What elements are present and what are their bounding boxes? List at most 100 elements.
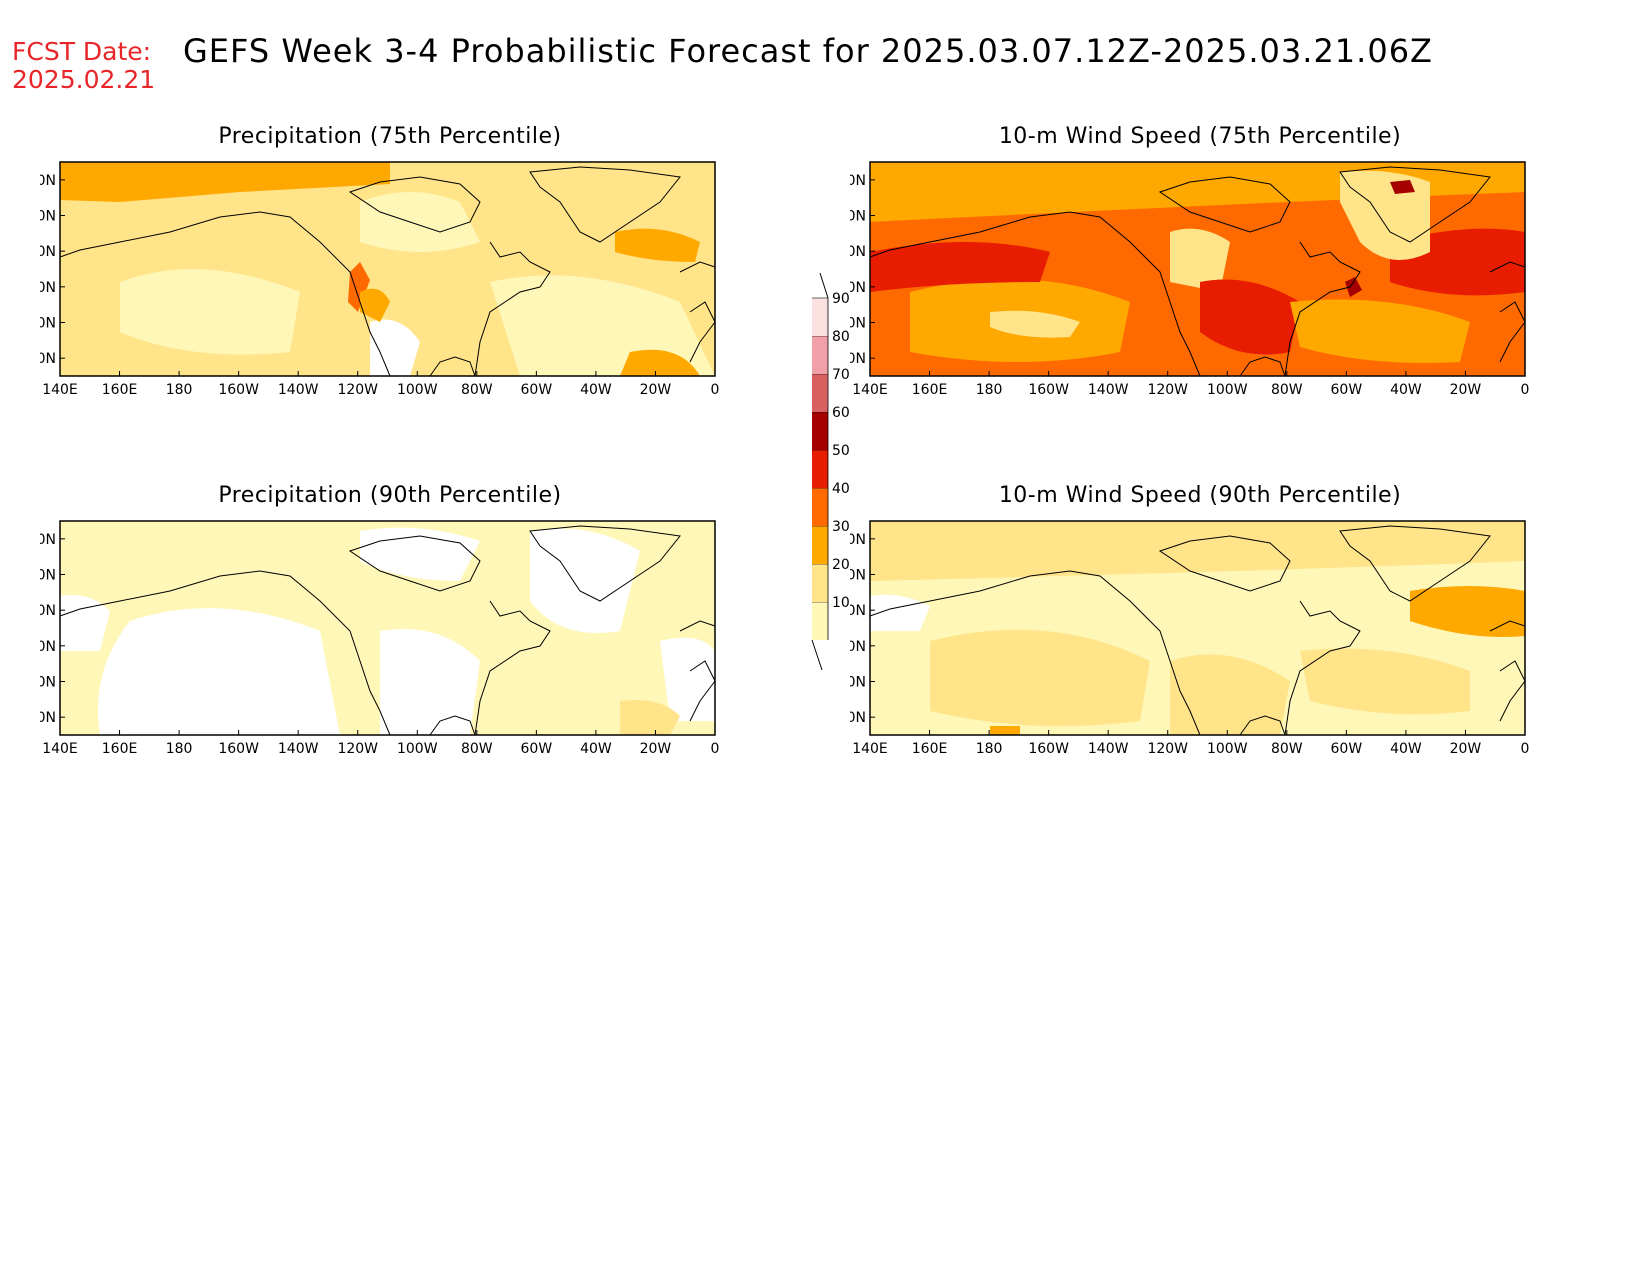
lon-tick-label: 80W <box>461 382 493 398</box>
lon-tick-label: 0 <box>1521 741 1530 757</box>
lat-tick-label: 40N <box>850 675 866 691</box>
lon-tick-label: 60W <box>1331 741 1363 757</box>
lon-tick-label: 160E <box>912 741 948 757</box>
coastline <box>869 570 1201 736</box>
lon-tick-label: 120W <box>1147 741 1188 757</box>
lat-tick-label: 80N <box>850 173 866 189</box>
forecast-date-label: FCST Date: <box>12 37 152 66</box>
panel-wind-75: 10-m Wind Speed (75th Percentile) 80N 70N… <box>850 124 1550 414</box>
colorbar-label: 90 <box>832 291 850 307</box>
contour-patch <box>1290 299 1470 363</box>
contour-patch <box>60 162 390 202</box>
lon-tick-label: 160W <box>218 741 259 757</box>
coastline <box>1239 715 1286 736</box>
colorbar-label: 60 <box>832 405 850 421</box>
coastline <box>59 570 391 736</box>
coastline <box>348 535 481 592</box>
coastline <box>869 211 1201 377</box>
lat-tick-label: 80N <box>40 532 56 548</box>
contour-patch <box>620 349 700 376</box>
lon-tick-label: 140W <box>1088 741 1129 757</box>
contour-patch <box>120 269 300 355</box>
forecast-date-block: FCST Date: 2025.02.21 <box>12 38 155 94</box>
contour-patch <box>1300 648 1470 715</box>
map-precip-90: 80N 70N 60N 50N 40N 30N 140E 160E 180 160W 140W 120… <box>40 520 720 757</box>
panel-title: 10-m Wind Speed (90th Percentile) <box>998 483 1402 508</box>
contour-patch <box>60 595 110 651</box>
lon-tick-label: 160W <box>218 382 259 398</box>
colorbar-label: 70 <box>832 367 850 383</box>
contour-patch <box>348 262 370 312</box>
lon-tick-label: 60W <box>1331 382 1363 398</box>
colorbar-swatch <box>812 450 828 488</box>
map-frame <box>869 520 1526 736</box>
lat-tick-label: 70N <box>40 209 56 225</box>
coastline <box>1158 176 1291 233</box>
contour-patch <box>1345 277 1362 297</box>
colorbar-label: 80 <box>832 329 850 345</box>
colorbar-label: 40 <box>832 481 850 497</box>
lon-tick-label: 140E <box>42 741 78 757</box>
panel-precip-75: Precipitation (75th Percentile) 80N 70N 60… <box>40 124 740 414</box>
map-precip-75: 80N 70N 60N 50N 40N 30N 140E 160E 180 160W 140W 120… <box>40 161 719 398</box>
contour-patch <box>615 228 700 262</box>
lat-tick-label: 50N <box>40 639 56 655</box>
coastline <box>679 620 716 632</box>
coastline <box>474 600 551 736</box>
lat-tick-label: 60N <box>850 244 866 260</box>
lon-tick-label: 80W <box>1271 741 1303 757</box>
lon-tick-label: 40W <box>580 382 612 398</box>
colorbar-label: 50 <box>832 443 850 459</box>
contour-patch <box>930 629 1150 727</box>
contour-patch <box>98 608 340 735</box>
lon-tick-label: 120W <box>1147 382 1188 398</box>
lat-tick-label: 30N <box>40 351 56 367</box>
coastline <box>429 715 476 736</box>
coastline <box>1489 261 1526 273</box>
lat-tick-label: 40N <box>850 316 866 332</box>
coastline <box>474 241 551 377</box>
coastline <box>429 356 476 377</box>
contour-patch <box>530 528 640 633</box>
panel-title: Precipitation (90th Percentile) <box>218 483 562 508</box>
lon-tick-label: 160E <box>102 741 138 757</box>
lon-tick-label: 160E <box>102 382 138 398</box>
coastline <box>529 525 681 602</box>
contour-patch <box>870 521 1525 581</box>
coastline <box>1489 620 1526 632</box>
contour-patch <box>370 319 420 376</box>
lon-tick-label: 140E <box>852 382 888 398</box>
contour-patch <box>620 700 680 735</box>
coastline <box>1158 535 1291 592</box>
contour-patch <box>360 288 390 322</box>
lon-tick-label: 160W <box>1028 741 1069 757</box>
lon-tick-label: 40W <box>580 741 612 757</box>
contour-patch <box>990 726 1020 735</box>
colorbar-swatch <box>812 564 828 602</box>
lon-tick-label: 60W <box>521 741 553 757</box>
colorbar-swatch <box>812 298 828 336</box>
colorbar-label: 10 <box>832 595 850 611</box>
lat-tick-label: 30N <box>850 351 866 367</box>
lat-tick-label: 50N <box>850 280 866 296</box>
forecast-date-value: 2025.02.21 <box>12 65 156 94</box>
coastline <box>1239 356 1286 377</box>
lon-tick-label: 180 <box>976 382 1003 398</box>
colorbar-swatch <box>812 374 828 412</box>
lon-tick-label: 0 <box>1521 382 1530 398</box>
lon-tick-label: 0 <box>711 741 720 757</box>
contour-patch <box>360 192 480 252</box>
lon-tick-label: 180 <box>976 741 1003 757</box>
colorbar-swatch <box>812 336 828 374</box>
lon-tick-label: 160E <box>912 382 948 398</box>
lat-tick-label: 70N <box>850 209 866 225</box>
lon-tick-label: 180 <box>166 741 193 757</box>
lat-tick-label: 40N <box>40 675 56 691</box>
coastline <box>59 211 391 377</box>
lat-tick-label: 30N <box>850 710 866 726</box>
map-frame <box>59 520 716 736</box>
lon-tick-label: 20W <box>640 382 672 398</box>
map-frame <box>869 161 1526 377</box>
lon-tick-label: 100W <box>397 741 438 757</box>
coastline <box>1284 241 1361 377</box>
